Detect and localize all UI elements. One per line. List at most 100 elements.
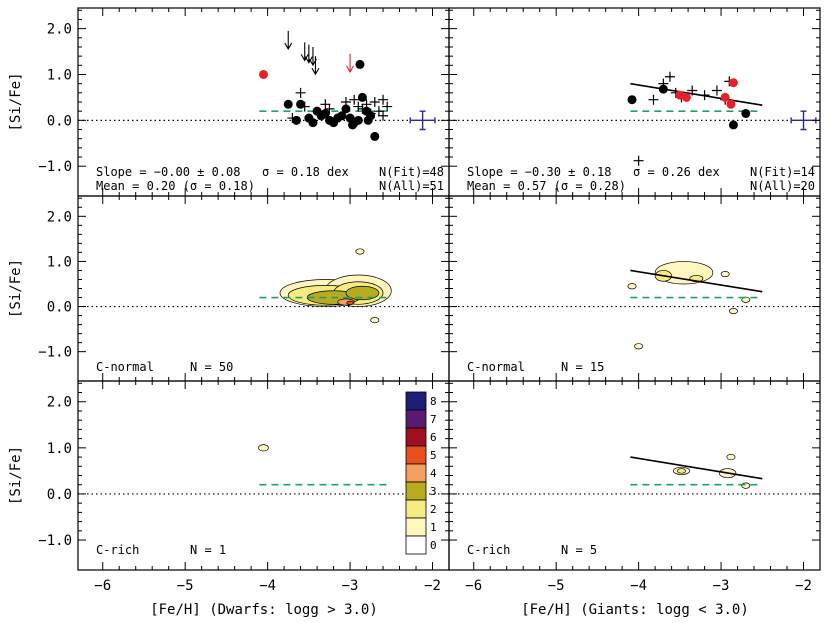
filled-point (316, 111, 326, 121)
colorbar-swatch-7 (405, 409, 427, 429)
plot-giants-cnormal (448, 195, 821, 382)
x-axis-label-right: [Fe/H] (Giants: logg < 3.0) (521, 602, 749, 618)
y-tick-label: −1.0 (38, 159, 72, 175)
colorbar-label: 0 (430, 539, 437, 552)
filled-point (363, 115, 373, 125)
contour-level-1 (355, 248, 365, 255)
group-count: N = 5 (561, 543, 597, 557)
upper-limit-arrow-red (346, 53, 355, 73)
x-tick-label: −6 (94, 578, 111, 594)
group-count: N = 15 (561, 360, 604, 374)
colorbar-label: 5 (430, 449, 437, 462)
colorbar-label: 6 (430, 431, 437, 444)
colorbar-swatch-2 (405, 499, 427, 519)
group-label: C-normal (96, 360, 154, 374)
colorbar-swatch-4 (405, 463, 427, 483)
contour-level-2 (677, 468, 686, 474)
stat-nall: N(All)=20 (750, 179, 815, 193)
y-axis-label: [Si/Fe] (8, 259, 24, 318)
colorbar-label: 1 (430, 521, 437, 534)
y-tick-label: 2.0 (47, 395, 72, 411)
filled-point (341, 104, 351, 114)
error-bar (409, 110, 436, 131)
x-tick-label: −2 (424, 578, 441, 594)
plus-point (664, 71, 675, 82)
colorbar-label: 3 (430, 485, 437, 498)
plus-point (295, 87, 306, 98)
stat-mean: Mean = 0.20 (σ = 0.18) (96, 179, 255, 193)
colorbar-swatch-0 (405, 535, 427, 555)
plus-point (382, 101, 393, 112)
fit-line (630, 82, 763, 106)
group-count: N = 50 (190, 360, 233, 374)
stat-sigma: σ = 0.26 dex (633, 165, 720, 179)
panel-giants-all: Slope = −0.30 ± 0.18 σ = 0.26 dex N(Fit)… (467, 165, 815, 193)
stat-sigma: σ = 0.18 dex (262, 165, 349, 179)
panel-frame (77, 380, 450, 571)
red-point (720, 92, 730, 102)
y-tick-label: 0.0 (47, 300, 72, 316)
plus-point (378, 110, 389, 121)
x-tick-label: −4 (630, 578, 647, 594)
colorbar-swatch-1 (405, 517, 427, 537)
y-tick-label: 2.0 (47, 209, 72, 225)
plus-point (699, 90, 710, 101)
filled-point (741, 108, 751, 118)
panel-dwarfs-all: Slope = −0.00 ± 0.08 σ = 0.18 dex N(Fit)… (96, 165, 444, 193)
filled-point (333, 113, 343, 123)
upper-limit-arrow (311, 56, 320, 76)
x-tick-label: −4 (259, 578, 276, 594)
colorbar-label: 7 (430, 413, 437, 426)
contour-level-1 (726, 453, 736, 461)
stat-nfit: N(Fit)=14 (750, 165, 815, 179)
filled-point (324, 115, 334, 125)
y-tick-label: 2.0 (47, 22, 72, 38)
y-tick-label: −1.0 (38, 533, 72, 549)
stat-slope: Slope = −0.00 ± 0.08 (96, 165, 241, 179)
contour-level-1 (728, 308, 738, 315)
colorbar-label: 4 (430, 467, 437, 480)
panel-dwarfs-crich-labels: C-rich N = 1 (96, 543, 226, 557)
plus-point (369, 97, 380, 107)
plot-giants-crich: −6 −5 −4 −3 −2 (448, 380, 821, 594)
plus-point (349, 94, 360, 105)
stat-slope: Slope = −0.30 ± 0.18 (467, 165, 612, 179)
x-tick-label: −5 (548, 578, 565, 594)
upper-limit-arrow (304, 44, 313, 64)
plus-point (378, 94, 389, 105)
plus-point (687, 85, 698, 96)
group-label: C-rich (96, 543, 139, 557)
y-axis-label: [Si/Fe] (8, 446, 24, 505)
contour-level-3 (345, 285, 380, 301)
contour-level-1 (634, 343, 644, 350)
plus-point (320, 99, 331, 110)
group-count: N = 1 (190, 543, 226, 557)
y-tick-label: −1.0 (38, 345, 72, 361)
y-axis-label: [Si/Fe] (8, 72, 24, 131)
filled-point (283, 99, 293, 109)
contour-level-1 (258, 444, 269, 452)
stat-nfit: N(Fit)=48 (379, 165, 444, 179)
filled-point (370, 131, 380, 141)
filled-point (355, 59, 365, 69)
group-label: C-normal (467, 360, 525, 374)
filled-point (291, 115, 301, 125)
group-label: C-rich (467, 543, 510, 557)
colorbar-swatch-5 (405, 445, 427, 465)
contour-level-5 (346, 300, 354, 306)
contour-level-1 (741, 296, 751, 303)
plus-point (711, 85, 722, 96)
contour-level-1 (370, 317, 380, 324)
filled-point (296, 99, 306, 109)
colorbar-label: 8 (430, 395, 437, 408)
upper-limit-arrow (284, 30, 293, 51)
y-tick-label: 1.0 (47, 67, 72, 83)
red-point (259, 69, 268, 79)
filled-point (658, 84, 668, 94)
panel-frame (77, 195, 450, 382)
y-tick-label: 0.0 (47, 487, 72, 503)
panel-frame (448, 380, 821, 571)
plot-dwarfs-cnormal: −1.0 0.0 1.0 2.0 [Si/Fe] (8, 195, 450, 382)
panel-giants-cnormal-labels: C-normal N = 15 (467, 360, 604, 374)
